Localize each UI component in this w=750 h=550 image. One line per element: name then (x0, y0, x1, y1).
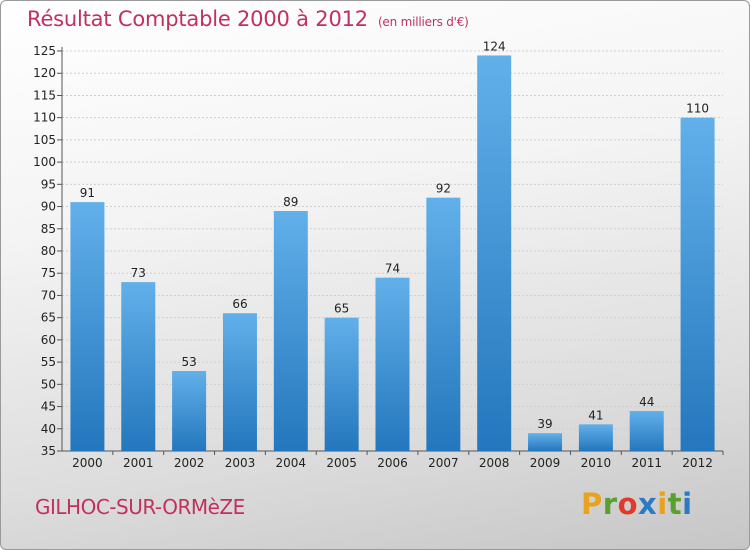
bar (477, 55, 512, 451)
y-tick-label: 65 (41, 311, 56, 325)
x-tick-label: 2003 (225, 456, 256, 470)
x-tick-label: 2012 (682, 456, 713, 470)
logo-letter: i (657, 487, 668, 521)
labels: 35 40 45 50 55 60 65 70 75 80 85 90 95 100 105 110 115 12… (33, 39, 713, 470)
y-tick-label: 95 (41, 177, 56, 191)
bar (324, 317, 359, 451)
x-tick-label: 2001 (123, 456, 154, 470)
bar-value-label: 110 (686, 102, 709, 116)
bar-value-label: 89 (283, 195, 298, 209)
x-tick-label: 2009 (530, 456, 561, 470)
x-tick-label: 2000 (72, 456, 103, 470)
bar (70, 202, 105, 451)
bar (426, 197, 461, 451)
bar-value-label: 91 (80, 186, 95, 200)
bar (273, 211, 308, 451)
bar-value-label: 74 (385, 262, 400, 276)
y-tick-label: 120 (33, 66, 56, 80)
y-tick-label: 80 (41, 244, 56, 258)
x-tick-label: 2011 (631, 456, 662, 470)
bar (222, 313, 257, 451)
x-tick-label: 2004 (276, 456, 307, 470)
proxiti-logo: Proxiti (581, 487, 693, 521)
y-tick-label: 105 (33, 133, 56, 147)
bars (70, 55, 715, 452)
y-tick-label: 45 (41, 400, 56, 414)
bar (375, 277, 410, 451)
commune-name: GILHOC-SUR-ORMèZE (35, 495, 245, 519)
x-tick-label: 2007 (428, 456, 459, 470)
bar-value-label: 65 (334, 302, 349, 316)
x-tick-label: 2006 (377, 456, 408, 470)
x-tick-label: 2002 (174, 456, 205, 470)
logo-letter: r (602, 487, 618, 521)
y-tick-label: 60 (41, 333, 56, 347)
bar-value-label: 53 (181, 355, 196, 369)
bar (121, 282, 156, 451)
bar (528, 433, 563, 451)
logo-letter: o (617, 487, 639, 521)
y-tick-label: 40 (41, 422, 56, 436)
y-tick-label: 85 (41, 222, 56, 236)
bar-value-label: 124 (483, 39, 506, 53)
y-tick-label: 55 (41, 355, 56, 369)
x-tick-label: 2010 (581, 456, 612, 470)
chart-title: Résultat Comptable 2000 à 2012 (en millie… (27, 7, 469, 31)
bar (629, 411, 664, 451)
bar (578, 424, 613, 451)
x-tick-label: 2005 (326, 456, 357, 470)
bar-value-label: 41 (588, 408, 603, 422)
y-tick-label: 90 (41, 200, 56, 214)
y-tick-label: 115 (33, 88, 56, 102)
bar (680, 117, 715, 452)
logo-letter: i (682, 487, 693, 521)
bar-value-label: 66 (232, 297, 247, 311)
logo-letter: x (638, 487, 658, 521)
y-tick-label: 100 (33, 155, 56, 169)
y-tick-label: 35 (41, 444, 56, 458)
y-tick-label: 110 (33, 111, 56, 125)
logo-letter: P (581, 487, 603, 521)
bar-value-label: 73 (131, 266, 146, 280)
bar (172, 371, 207, 451)
logo-letter: t (667, 487, 683, 521)
y-tick-label: 125 (33, 44, 56, 58)
y-tick-label: 75 (41, 266, 56, 280)
y-tick-label: 50 (41, 377, 56, 391)
x-tick-label: 2008 (479, 456, 510, 470)
bar-value-label: 44 (639, 395, 654, 409)
title-text: Résultat Comptable 2000 à 2012 (27, 7, 368, 31)
chart-subtitle: (en milliers d'€) (377, 15, 469, 29)
bar-value-label: 92 (436, 182, 451, 196)
y-tick-label: 70 (41, 288, 56, 302)
bar-value-label: 39 (537, 417, 552, 431)
